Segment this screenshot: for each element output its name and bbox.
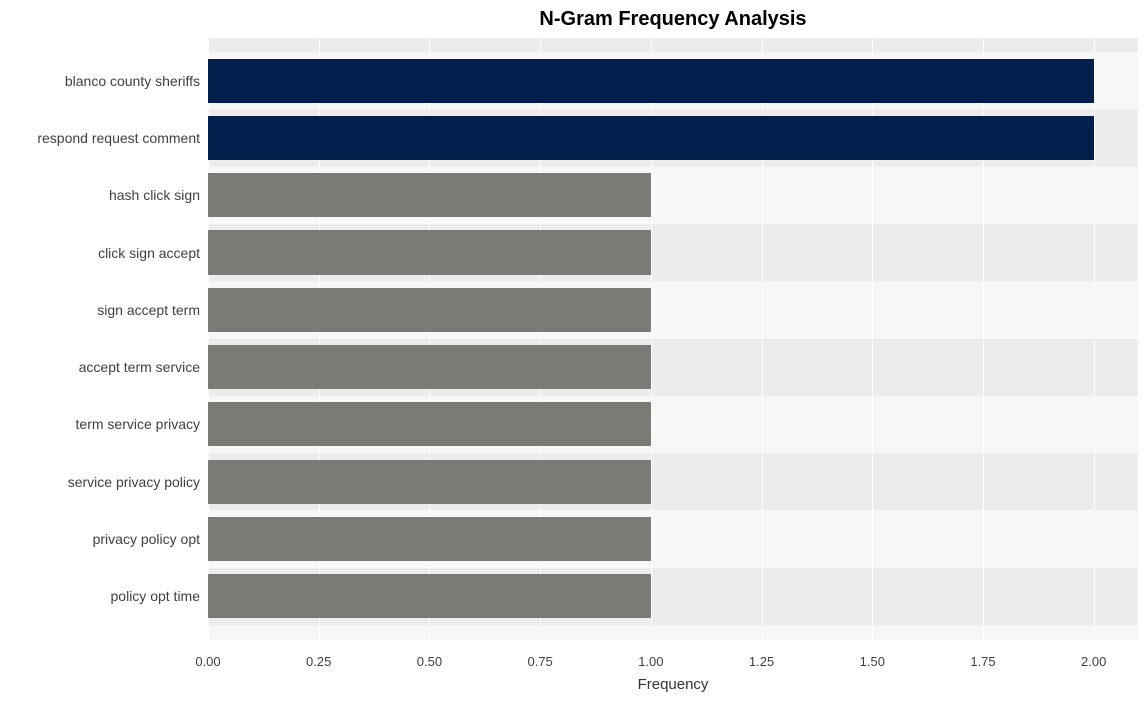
bar bbox=[208, 116, 1094, 160]
bar bbox=[208, 59, 1094, 103]
bar bbox=[208, 288, 651, 332]
x-tick-label: 0.00 bbox=[195, 654, 220, 669]
plot-area bbox=[208, 38, 1138, 640]
x-tick-label: 1.25 bbox=[749, 654, 774, 669]
bar bbox=[208, 345, 651, 389]
y-tick-label: policy opt time bbox=[0, 588, 200, 604]
x-tick-label: 0.50 bbox=[417, 654, 442, 669]
row-band bbox=[208, 38, 1138, 52]
y-tick-label: privacy policy opt bbox=[0, 531, 200, 547]
gridline bbox=[1094, 38, 1095, 640]
y-tick-label: term service privacy bbox=[0, 416, 200, 432]
x-tick-label: 0.75 bbox=[527, 654, 552, 669]
x-axis-title: Frequency bbox=[208, 676, 1138, 693]
y-tick-label: respond request comment bbox=[0, 130, 200, 146]
x-tick-label: 1.50 bbox=[860, 654, 885, 669]
bar bbox=[208, 460, 651, 504]
bar bbox=[208, 517, 651, 561]
y-tick-label: click sign accept bbox=[0, 245, 200, 261]
y-axis-labels: blanco county sheriffs respond request co… bbox=[0, 38, 200, 640]
y-tick-label: blanco county sheriffs bbox=[0, 73, 200, 89]
x-tick-label: 0.25 bbox=[306, 654, 331, 669]
ngram-chart: N-Gram Frequency Analysis blanco county … bbox=[0, 0, 1148, 701]
bar bbox=[208, 574, 651, 618]
chart-title: N-Gram Frequency Analysis bbox=[208, 8, 1138, 31]
x-tick-label: 2.00 bbox=[1081, 654, 1106, 669]
x-tick-label: 1.75 bbox=[970, 654, 995, 669]
bar bbox=[208, 402, 651, 446]
y-tick-label: accept term service bbox=[0, 359, 200, 375]
y-tick-label: service privacy policy bbox=[0, 474, 200, 490]
row-band bbox=[208, 625, 1138, 640]
y-tick-label: sign accept term bbox=[0, 302, 200, 318]
bar bbox=[208, 173, 651, 217]
x-tick-label: 1.00 bbox=[638, 654, 663, 669]
y-tick-label: hash click sign bbox=[0, 187, 200, 203]
bar bbox=[208, 230, 651, 274]
